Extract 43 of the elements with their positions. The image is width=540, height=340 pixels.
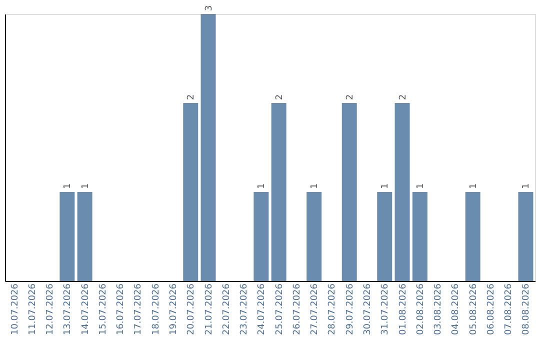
x-tick-label: 18.07.2026 [151, 283, 162, 336]
x-tick-label: 15.07.2026 [98, 283, 108, 336]
x-tick-label: 28.07.2026 [328, 283, 338, 336]
x-tick-label: 25.07.2026 [274, 283, 285, 336]
x-tick-label: 04.08.2026 [451, 283, 462, 336]
data-label: 1 [380, 183, 391, 189]
x-tick-label: 11.07.2026 [28, 283, 38, 336]
x-tick-label: 13.07.2026 [63, 283, 74, 336]
data-label: 2 [345, 94, 356, 100]
x-tick-label: 31.07.2026 [380, 283, 391, 336]
x-tick-label: 30.07.2026 [363, 283, 374, 336]
x-tick-label: 02.08.2026 [416, 283, 426, 336]
x-tick-label: 12.07.2026 [46, 283, 56, 336]
data-label: 3 [204, 5, 214, 11]
x-tick-label: 22.07.2026 [222, 283, 232, 336]
x-tick-label: 05.08.2026 [468, 283, 479, 336]
data-label: 1 [468, 183, 479, 189]
x-tick-label: 16.07.2026 [116, 283, 126, 336]
x-tick-label: 03.08.2026 [434, 283, 444, 336]
x-tick-label: 23.07.2026 [240, 283, 250, 336]
x-tick-label: 08.08.2026 [522, 283, 532, 336]
data-label: 1 [416, 183, 426, 189]
x-tick-label: 20.07.2026 [186, 283, 197, 336]
x-tick-label: 07.08.2026 [504, 283, 514, 336]
data-label: 1 [63, 183, 74, 189]
x-tick-label: 10.07.2026 [10, 283, 20, 336]
data-label: 1 [80, 183, 91, 189]
x-tick-label: 19.07.2026 [168, 283, 179, 336]
x-tick-label: 06.08.2026 [486, 283, 496, 336]
x-tick-label: 24.07.2026 [257, 283, 268, 336]
data-label: 2 [274, 94, 285, 100]
data-label: 1 [522, 183, 532, 189]
x-tick-label: 26.07.2026 [292, 283, 302, 336]
x-tick-label: 17.07.2026 [134, 283, 144, 336]
data-label: 1 [310, 183, 320, 189]
data-label: 2 [186, 94, 197, 100]
x-tick-label: 01.08.2026 [398, 283, 408, 336]
x-tick-label: 14.07.2026 [80, 283, 91, 336]
x-tick-label: 29.07.2026 [345, 283, 356, 336]
x-tick-label: 21.07.2026 [204, 283, 214, 336]
data-label: 2 [398, 94, 408, 100]
data-label: 1 [257, 183, 268, 189]
x-tick-label: 27.07.2026 [310, 283, 320, 336]
